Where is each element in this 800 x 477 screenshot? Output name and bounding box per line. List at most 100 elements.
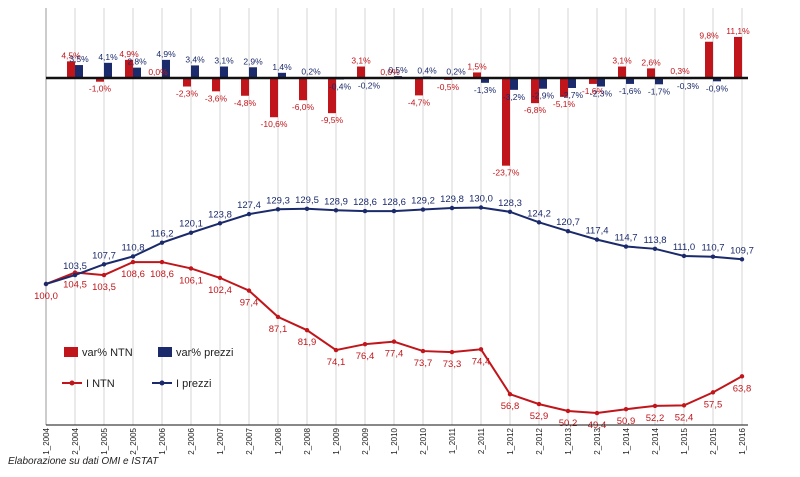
line-label: 129,2 — [411, 196, 435, 207]
bar-label: -1,3% — [474, 85, 497, 95]
line-label: 63,8 — [733, 383, 752, 394]
line-point — [362, 208, 368, 214]
bar-ntn — [589, 78, 597, 84]
x-tick-label: 2_2009 — [361, 427, 370, 454]
line-point — [391, 208, 397, 214]
bar-ntn — [67, 61, 75, 78]
bar-ntn — [415, 78, 423, 96]
bar-label: 3,1% — [612, 56, 632, 66]
line-point — [101, 272, 107, 278]
bar-label: -2,3% — [176, 89, 199, 99]
bar-label: 1,5% — [467, 61, 487, 71]
line-label: 50,2 — [559, 418, 578, 429]
bar-label: -4,7% — [408, 97, 431, 107]
line-point — [333, 347, 339, 353]
bar-ntn — [328, 78, 336, 114]
bar-label: 2,6% — [641, 57, 661, 67]
x-tick-label: 2_2014 — [651, 427, 660, 454]
line-label: 52,9 — [530, 411, 549, 422]
bar-ntn — [299, 78, 307, 101]
bar-label: -9,5% — [321, 115, 344, 125]
line-label: 107,7 — [92, 250, 116, 261]
line-label: 106,1 — [179, 275, 203, 286]
line-label: 74,1 — [327, 357, 346, 368]
legend-marker-i-prezzi — [159, 380, 165, 386]
bar-label: 11,1% — [726, 26, 750, 36]
line-label: 77,4 — [385, 349, 404, 360]
bar-ntn — [183, 78, 191, 87]
line-label: 52,2 — [646, 413, 665, 424]
line-label: 124,2 — [527, 208, 551, 219]
line-point — [304, 327, 310, 333]
x-tick-label: 2_2006 — [187, 427, 196, 454]
line-point — [478, 347, 484, 352]
bar-label: -0,2% — [358, 81, 381, 91]
line-label: 52,4 — [675, 412, 694, 423]
bar-label: 0,5% — [388, 65, 408, 75]
line-point — [130, 254, 136, 259]
line-label: 117,4 — [585, 226, 608, 237]
bar-labels: 4,5% -1,0% 4,9% 0,0% -2,3% -3,6% -4,8% -10,6% -6… — [61, 26, 750, 178]
bar-label: 2,8% — [127, 57, 147, 67]
bar-prezzi — [220, 66, 228, 78]
bar-label: 0,2% — [301, 66, 321, 76]
bar-label: -3,6% — [205, 93, 228, 103]
bar-label: -4,8% — [234, 98, 257, 108]
bar-label: 3,1% — [214, 56, 234, 66]
bar-label: 4,9% — [156, 49, 176, 59]
x-tick-label: 2_2010 — [419, 427, 428, 454]
line-label: 116,2 — [150, 229, 173, 240]
line-label: 111,0 — [673, 242, 695, 253]
x-tick-label: 2_2005 — [129, 427, 138, 454]
line-point — [652, 246, 658, 252]
bar-prezzi — [510, 78, 518, 90]
line-label: 129,8 — [440, 194, 464, 205]
line-point — [159, 240, 165, 245]
bar-prezzi — [713, 78, 721, 82]
line-label: 128,6 — [382, 197, 406, 208]
bar-label: -3,2% — [503, 92, 526, 102]
bar-prezzi — [191, 65, 199, 78]
bar-ntn — [734, 36, 742, 78]
bar-ntn — [531, 78, 539, 104]
line-label: 87,1 — [269, 324, 288, 335]
bar-ntn — [241, 78, 249, 96]
line-label: 74,4 — [472, 356, 491, 367]
line-point — [507, 391, 513, 397]
line-point — [391, 339, 397, 344]
bar-prezzi — [162, 59, 170, 78]
line-point — [130, 259, 136, 265]
bar-label: -1,6% — [619, 86, 642, 96]
line-point — [362, 341, 368, 347]
line-point — [739, 257, 745, 262]
line-label: 129,3 — [266, 195, 290, 206]
source-note: Elaborazione su dati OMI e ISTAT — [8, 456, 159, 467]
bar-label: 4,5% — [61, 50, 81, 60]
x-tick-label: 1_2006 — [158, 427, 167, 454]
bar-label: -5,1% — [553, 99, 576, 109]
x-tick-label: 2_2007 — [245, 427, 254, 454]
line-label: 73,3 — [443, 359, 462, 370]
line-point — [188, 230, 194, 235]
legend: var% NTN var% prezzi I NTN I prezzi — [62, 347, 233, 390]
line-point — [217, 221, 223, 226]
line-point — [101, 262, 107, 267]
bar-label: 9,8% — [699, 31, 719, 41]
line-label: 130,0 — [469, 194, 493, 205]
bar-label: 4,9% — [119, 49, 139, 59]
line-label: 73,7 — [414, 358, 433, 369]
line-label: 114,7 — [614, 233, 637, 244]
x-tick-label: 1_2007 — [216, 427, 225, 454]
bar-label: -1,0% — [89, 84, 112, 94]
line-label: 103,5 — [63, 261, 87, 272]
x-tick-label: 2_2008 — [303, 427, 312, 454]
x-tick-label: 2_2015 — [709, 427, 718, 454]
x-tick-label: 1_2016 — [738, 427, 747, 454]
line-label: 129,5 — [295, 195, 319, 206]
x-tick-label: 2_2011 — [477, 427, 486, 454]
line-point — [478, 205, 484, 210]
legend-label-var-ntn: var% NTN — [82, 347, 133, 359]
bar-ntn — [618, 66, 626, 78]
x-tick-label: 2_2012 — [535, 427, 544, 454]
